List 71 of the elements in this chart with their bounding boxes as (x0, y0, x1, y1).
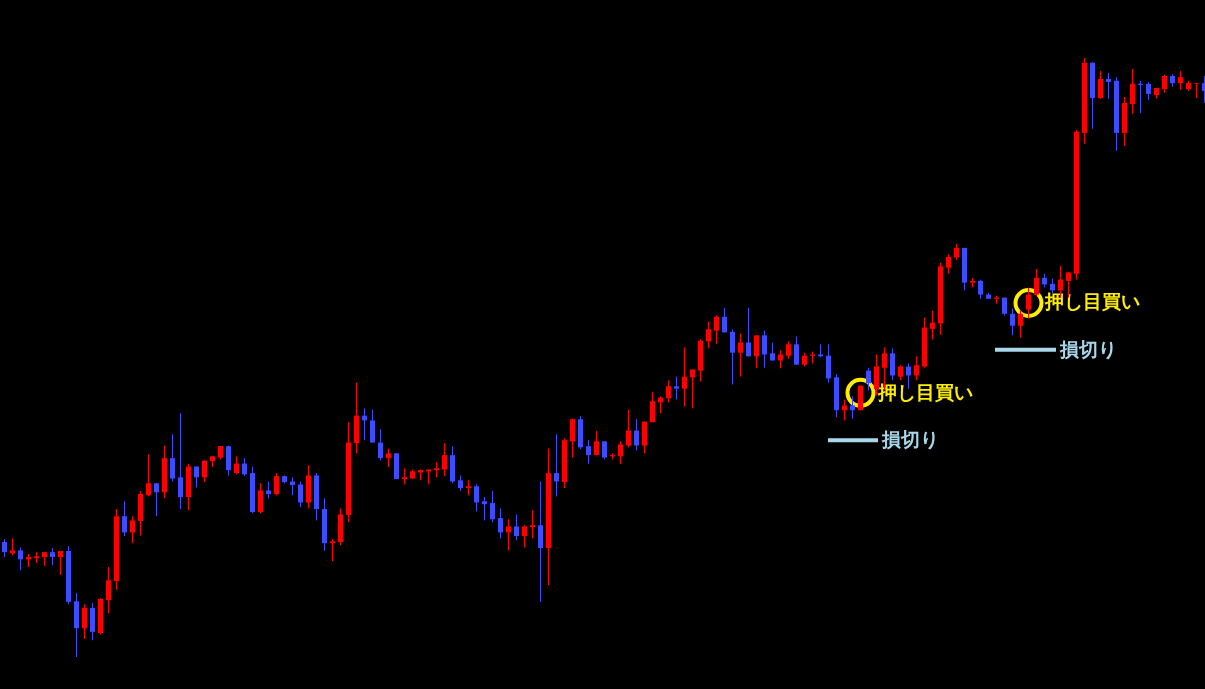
candlestick (1018, 310, 1023, 339)
candlestick (522, 524, 527, 548)
candlestick (930, 310, 935, 341)
candlestick (722, 307, 727, 333)
candlestick (682, 346, 687, 408)
candlestick (690, 368, 695, 409)
candlestick (866, 367, 871, 391)
candlestick (506, 518, 511, 551)
candlestick (746, 307, 751, 357)
ref-line-label: 損切り (1059, 337, 1117, 360)
candlestick (1106, 72, 1111, 100)
candlestick (274, 472, 279, 496)
candlestick (146, 454, 151, 497)
candlestick (490, 490, 495, 523)
candlestick (738, 333, 743, 378)
candlestick (18, 546, 23, 571)
candlestick (978, 279, 983, 300)
candlestick (298, 480, 303, 508)
candlestick (762, 330, 767, 369)
candlestick (538, 480, 543, 603)
candlestick (482, 496, 487, 521)
candlestick (850, 395, 855, 420)
candlestick (706, 321, 711, 350)
candlestick (674, 376, 679, 400)
ref-line-label: 損切り (881, 428, 939, 451)
candlestick (1130, 68, 1135, 115)
candlestick (330, 538, 335, 562)
candlestick (754, 334, 759, 369)
candlestick (1178, 70, 1183, 91)
candlestick (514, 513, 519, 541)
candlestick (178, 412, 183, 510)
candlestick (826, 343, 831, 384)
candlestick (618, 440, 623, 465)
candlestick (626, 409, 631, 448)
candlestick (442, 442, 447, 477)
candlestick (154, 482, 159, 517)
candlestick (258, 482, 263, 514)
candlestick (82, 603, 87, 640)
candlestick (570, 418, 575, 459)
candlestick (170, 433, 175, 482)
candlestick (914, 355, 919, 381)
candlestick (650, 391, 655, 423)
candlestick (474, 483, 479, 512)
candlestick (226, 445, 231, 476)
candlestick (1010, 307, 1015, 336)
candlestick (634, 418, 639, 451)
candlestick (530, 509, 535, 539)
candlestick (554, 433, 559, 497)
candlestick (1194, 82, 1199, 99)
candlestick (642, 421, 647, 454)
candlestick (130, 515, 135, 544)
candlestick (122, 500, 127, 537)
candlestick (874, 354, 879, 396)
candlestick (370, 409, 375, 444)
candlestick (1098, 70, 1103, 100)
candlestick (586, 439, 591, 465)
candlestick (730, 328, 735, 385)
candlestick (794, 336, 799, 366)
candlestick (890, 348, 895, 381)
candlestick (386, 448, 391, 468)
candlestick (1034, 268, 1039, 297)
annotation: 押し目買い (877, 381, 973, 403)
candlestick (498, 507, 503, 539)
candlestick (1026, 286, 1031, 320)
candlestick (842, 398, 847, 421)
candlestick (714, 315, 719, 345)
candlestick (666, 379, 671, 403)
candlestick (378, 428, 383, 462)
candlestick (90, 602, 95, 641)
candlestick (106, 566, 111, 614)
candlestick (946, 253, 951, 275)
